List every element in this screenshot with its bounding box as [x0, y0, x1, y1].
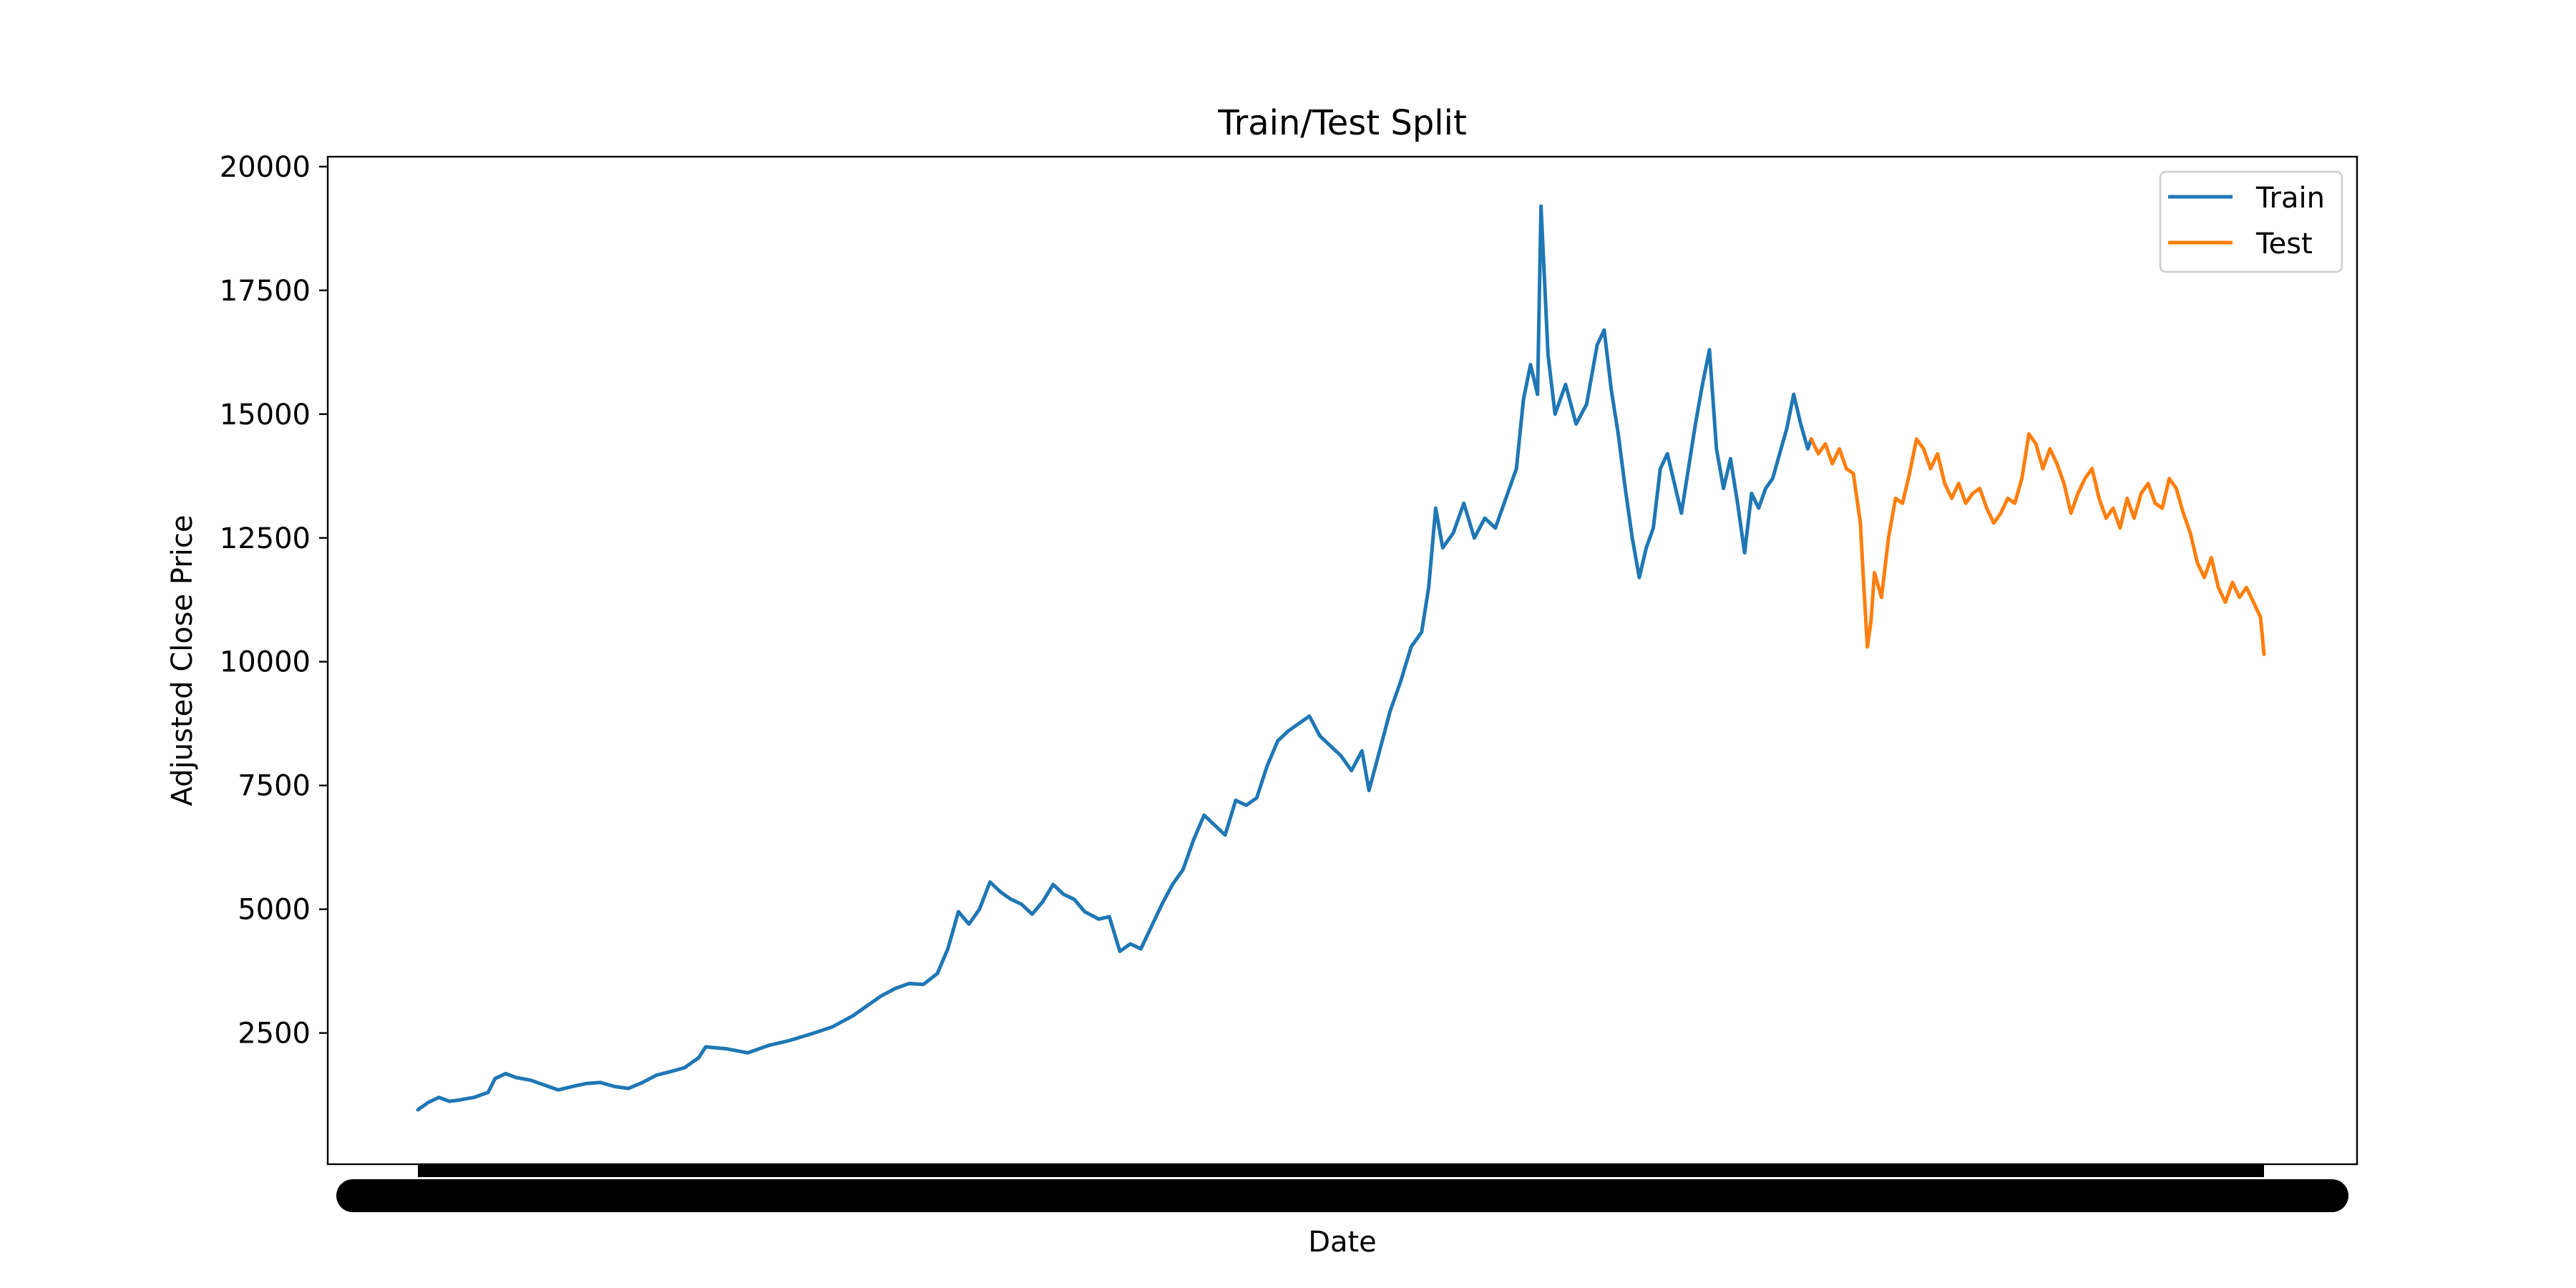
y-axis-ticks: 2500 5000 7500 10000 12500 15000 17500 20000 [220, 151, 328, 1050]
y-tick-label: 5000 [238, 894, 311, 927]
y-tick-label: 2500 [238, 1018, 311, 1050]
x-axis-label: Date [1308, 1226, 1377, 1259]
y-tick-label: 7500 [238, 770, 311, 803]
plot-area-frame [326, 155, 2358, 1166]
y-tick-label: 15000 [220, 399, 311, 431]
series-line-train [416, 204, 1813, 1112]
y-tick-label: 10000 [220, 646, 311, 679]
y-tick-label: 17500 [220, 275, 311, 308]
y-tick-label: 20000 [220, 151, 311, 184]
x-tick-label-band [336, 1179, 2348, 1212]
y-tick-label: 12500 [220, 522, 311, 555]
legend: Train Test [2159, 170, 2343, 273]
plot-area-background [328, 157, 2357, 1164]
legend-label-test: Test [2255, 228, 2313, 260]
legend-label-train: Train [2255, 182, 2325, 215]
y-axis-label: Adjusted Close Price [166, 514, 199, 806]
series-line-test [1809, 432, 2266, 656]
x-tick-marks-band [418, 1164, 2264, 1177]
series-layer [416, 204, 2266, 1112]
chart-title: Train/Test Split [1217, 103, 1467, 143]
